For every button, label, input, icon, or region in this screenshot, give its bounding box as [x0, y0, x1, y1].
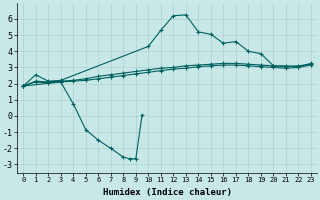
X-axis label: Humidex (Indice chaleur): Humidex (Indice chaleur) [103, 188, 232, 197]
